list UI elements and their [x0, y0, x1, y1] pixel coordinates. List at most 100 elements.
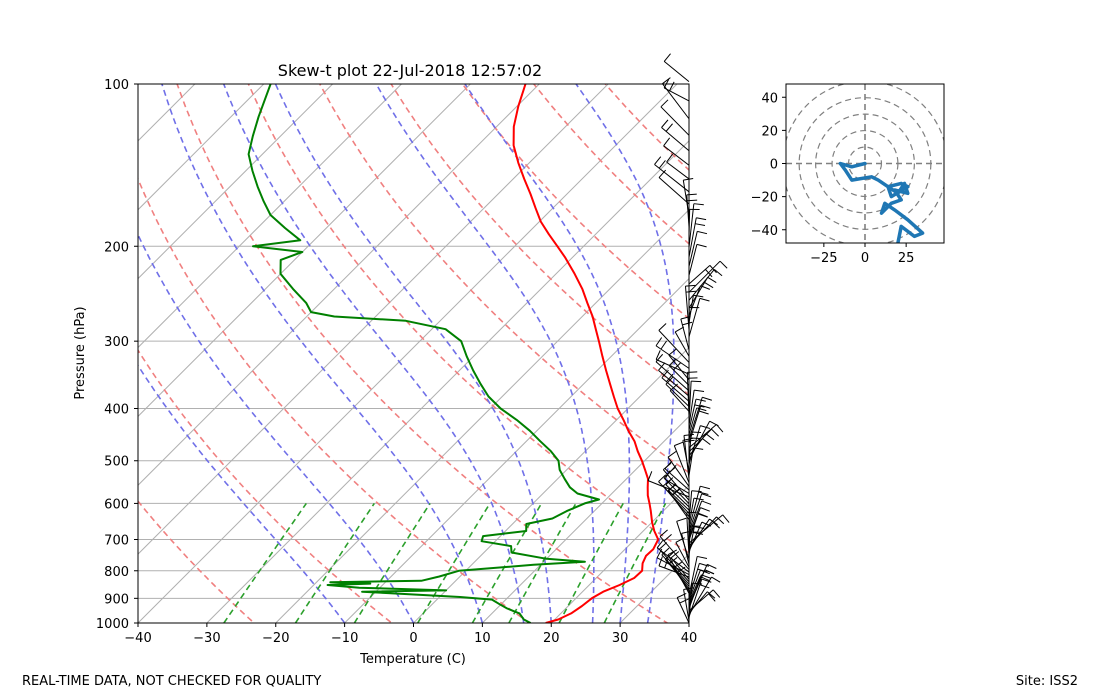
hodograph-series: [838, 161, 925, 243]
isotherm--130: [0, 84, 57, 623]
wind-barb-feather: [699, 576, 710, 581]
wind-barb-feather: [711, 428, 719, 437]
moist-adiabat-30: [464, 84, 631, 623]
wind-barb-feather: [708, 593, 716, 602]
wind-barb: [684, 286, 690, 331]
wind-barb: [688, 493, 703, 532]
moist-adiabat-10: [161, 84, 484, 623]
moist-adiabat-16: [222, 84, 525, 623]
wind-barb-feather: [695, 223, 706, 226]
wind-barb-feather: [658, 556, 663, 567]
y-tick-label: 500: [104, 455, 129, 470]
wind-barb: [664, 478, 690, 494]
wind-barb: [675, 542, 690, 568]
wind-barb-feather: [664, 558, 669, 569]
wind-barb: [663, 477, 690, 504]
wind-barb: [688, 397, 703, 440]
isotherm--90: [138, 84, 333, 280]
hodograph-y-tick-label: −20: [751, 191, 778, 206]
wind-barb-feather: [716, 424, 724, 433]
wind-barb-feather: [693, 294, 704, 298]
wind-barb: [658, 548, 690, 583]
wind-barb: [688, 518, 710, 549]
wind-barb: [658, 177, 690, 205]
wind-barb: [664, 468, 690, 491]
x-tick-label: −40: [124, 631, 151, 646]
wind-barb: [688, 217, 697, 258]
hodograph-x-tick-label: −25: [810, 251, 837, 266]
wind-barb: [668, 490, 690, 511]
wind-barb-feather: [707, 276, 717, 283]
wind-barb: [661, 554, 690, 585]
wind-barb: [688, 486, 701, 529]
wind-barb: [688, 498, 695, 526]
wind-barb-feather: [697, 568, 708, 573]
wind-barb-feather: [700, 425, 711, 429]
wind-barb-feather: [702, 438, 711, 446]
wind-barb: [688, 209, 691, 238]
wind-barb: [656, 547, 690, 573]
mixing-ratio-4: [417, 502, 491, 623]
wind-barb: [647, 480, 690, 498]
wind-barb: [688, 556, 698, 596]
wind-barb-feather: [666, 153, 674, 163]
y-tick-label: 1000: [96, 617, 129, 632]
wind-barb: [680, 318, 690, 351]
wind-barb: [688, 425, 701, 465]
mixing-ratio-0.4: [223, 502, 307, 623]
isotherm--60: [138, 84, 540, 486]
wind-barb: [688, 264, 711, 285]
wind-barb-feather: [698, 491, 709, 496]
wind-barb: [655, 345, 690, 369]
wind-barb: [656, 557, 690, 575]
wind-barb: [683, 589, 690, 622]
wind-barb-feather: [712, 589, 721, 598]
wind-barb-feather: [661, 119, 669, 128]
y-axis-label: Pressure (hPa): [73, 306, 88, 399]
skewt-series: [247, 84, 660, 623]
wind-barb-feather: [693, 203, 704, 206]
wind-barb-feather: [707, 563, 717, 569]
wind-barb-feather: [682, 321, 693, 326]
dewpoint-profile-line: [247, 84, 600, 623]
wind-barb-feather: [655, 337, 663, 347]
hodograph-y-tick-label: 20: [761, 124, 778, 139]
wind-barb: [663, 61, 690, 83]
wind-barb-feather: [659, 542, 668, 550]
isotherm-10: [482, 415, 689, 623]
hodograph-y-tick-label: 40: [761, 91, 778, 106]
x-axis-label: Temperature (C): [359, 652, 466, 667]
wind-barb-feather: [659, 529, 668, 537]
wind-barb-feather: [655, 350, 661, 360]
dry-adiabat-370: [390, 84, 689, 396]
isotherm--40: [138, 84, 678, 623]
wind-barb-feather: [702, 396, 712, 401]
wind-barb-feather: [696, 217, 707, 221]
wind-barb-feather: [669, 81, 675, 91]
x-tick-label: 10: [474, 631, 491, 646]
wind-barb-feather: [704, 282, 714, 289]
wind-barb-feather: [674, 326, 685, 333]
wind-barb: [686, 512, 690, 557]
wind-barb: [688, 507, 701, 538]
wind-barb: [688, 420, 711, 461]
skewt-gridlines: [0, 84, 689, 623]
isotherm--10: [344, 277, 689, 623]
wind-barb: [688, 285, 701, 316]
dry-adiabat-350: [319, 84, 689, 474]
dry-adiabat-290: [138, 177, 531, 623]
hodograph-y-tick-label: −40: [751, 224, 778, 239]
wind-barb: [688, 563, 700, 598]
isotherm--100: [138, 84, 265, 211]
wind-barb-feather: [700, 507, 710, 512]
wind-barb: [669, 390, 690, 412]
x-tick-label: 0: [409, 631, 417, 646]
wind-barb-feather: [704, 569, 715, 575]
wind-barb: [663, 87, 690, 102]
wind-barb-feather: [722, 514, 730, 523]
y-tick-label: 100: [104, 78, 129, 93]
wind-barb: [676, 597, 690, 624]
wind-barb-feather: [668, 358, 677, 367]
moist-adiabat--10: [138, 364, 346, 623]
